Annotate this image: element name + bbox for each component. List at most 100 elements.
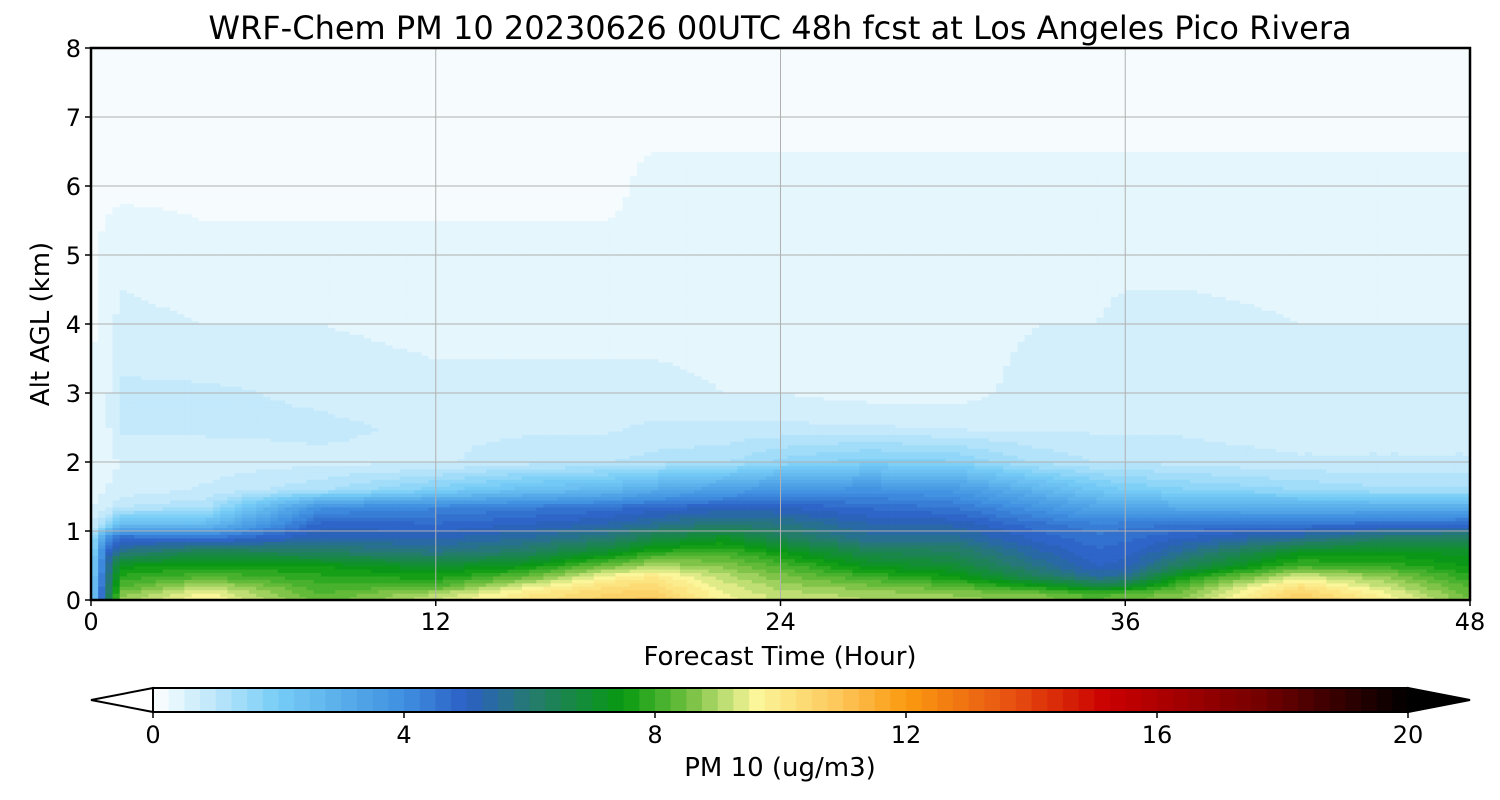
heatmap-cell [141, 290, 149, 294]
heatmap-cell [98, 217, 106, 221]
heatmap-cell [134, 210, 142, 214]
heatmap-cell [141, 548, 149, 552]
heatmap-cell [98, 293, 106, 297]
heatmap-cell [120, 214, 128, 218]
heatmap-cell [120, 465, 128, 469]
heatmap-cell [113, 352, 121, 356]
heatmap-cell [127, 152, 135, 156]
heatmap-cell [127, 221, 135, 225]
heatmap-cell [127, 300, 135, 304]
heatmap-cell [134, 83, 142, 87]
heatmap-cell [141, 279, 149, 283]
heatmap-cell [120, 379, 128, 383]
heatmap-cell [148, 341, 156, 345]
heatmap-cell [148, 493, 156, 497]
heatmap-cell [134, 227, 142, 231]
heatmap-cell [113, 307, 121, 311]
heatmap-cell [127, 231, 135, 235]
heatmap-cell [141, 241, 149, 245]
heatmap-cell [105, 324, 113, 328]
heatmap-cell [113, 583, 121, 587]
heatmap-cell [127, 493, 135, 497]
heatmap-cell [127, 286, 135, 290]
heatmap-cell [134, 51, 142, 55]
heatmap-cell [98, 376, 106, 380]
heatmap-cell [98, 517, 106, 521]
heatmap-cell [141, 507, 149, 511]
heatmap-cell [113, 445, 121, 449]
heatmap-cell [98, 428, 106, 432]
heatmap-cell [105, 331, 113, 335]
heatmap-cell [141, 521, 149, 525]
heatmap-cell [141, 96, 149, 100]
heatmap-cell [113, 51, 121, 55]
heatmap-cell [127, 586, 135, 590]
heatmap-cell [148, 562, 156, 566]
heatmap-cell [113, 486, 121, 490]
heatmap-cell [113, 531, 121, 535]
heatmap-cell [120, 393, 128, 397]
heatmap-cell [141, 127, 149, 131]
heatmap-cell [120, 428, 128, 432]
heatmap-cell [120, 534, 128, 538]
heatmap-cell [98, 124, 106, 128]
heatmap-cell [134, 55, 142, 59]
heatmap-cell [148, 559, 156, 563]
heatmap-cell [113, 569, 121, 573]
heatmap-cell [113, 262, 121, 266]
heatmap-cell [120, 103, 128, 107]
heatmap-cell [98, 131, 106, 135]
heatmap-cell [134, 217, 142, 221]
heatmap-cell [141, 165, 149, 169]
heatmap-cell [105, 500, 113, 504]
heatmap-cell [105, 258, 113, 262]
heatmap-cell [127, 455, 135, 459]
heatmap-cell [113, 255, 121, 259]
heatmap-cell [113, 324, 121, 328]
heatmap-cell [141, 269, 149, 273]
heatmap-cell [113, 317, 121, 321]
heatmap-cell [105, 272, 113, 276]
heatmap-cell [120, 134, 128, 138]
heatmap-cell [148, 486, 156, 490]
heatmap-cell [120, 89, 128, 93]
heatmap-cell [105, 438, 113, 442]
heatmap-cell [141, 448, 149, 452]
heatmap-cell [120, 303, 128, 307]
heatmap-cell [148, 396, 156, 400]
heatmap-cell [127, 176, 135, 180]
heatmap-cell [148, 534, 156, 538]
heatmap-cell [105, 276, 113, 280]
heatmap-cell [148, 345, 156, 349]
heatmap-cell [113, 341, 121, 345]
heatmap-cell [141, 317, 149, 321]
heatmap-cell [134, 445, 142, 449]
heatmap-cell [141, 227, 149, 231]
heatmap-cell [113, 510, 121, 514]
heatmap-cell [148, 541, 156, 545]
heatmap-cell [127, 593, 135, 597]
heatmap-cell [134, 107, 142, 111]
heatmap-cell [120, 469, 128, 473]
heatmap-cell [141, 393, 149, 397]
heatmap-cell [127, 207, 135, 211]
heatmap-cell [113, 393, 121, 397]
heatmap-cell [113, 562, 121, 566]
heatmap-cell [98, 445, 106, 449]
heatmap-cell [127, 445, 135, 449]
heatmap-cell [141, 189, 149, 193]
heatmap-cell [98, 569, 106, 573]
heatmap-cell [105, 517, 113, 521]
heatmap-cell [113, 517, 121, 521]
heatmap-cell [134, 379, 142, 383]
heatmap-cell [134, 572, 142, 576]
heatmap-cell [141, 262, 149, 266]
heatmap-cell [113, 403, 121, 407]
heatmap-cell [148, 438, 156, 442]
heatmap-cell [105, 403, 113, 407]
heatmap-cell [127, 55, 135, 59]
heatmap-cell [120, 58, 128, 62]
heatmap-cell [134, 120, 142, 124]
heatmap-cell [141, 120, 149, 124]
heatmap-cell [127, 200, 135, 204]
